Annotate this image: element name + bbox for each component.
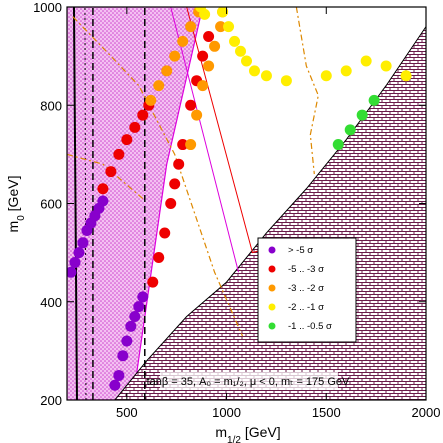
data-point-series-3-8 bbox=[260, 70, 272, 82]
data-point-series-0-15 bbox=[133, 301, 145, 313]
data-point-series-2-8 bbox=[191, 109, 203, 121]
data-point-series-2-12 bbox=[215, 21, 227, 33]
legend-marker-2 bbox=[268, 284, 276, 292]
data-point-series-2-1 bbox=[153, 80, 165, 92]
data-point-series-3-9 bbox=[280, 75, 292, 87]
data-point-series-1-7 bbox=[147, 276, 159, 288]
data-point-series-3-11 bbox=[340, 65, 352, 77]
legend-label-3: -2 .. -1 σ bbox=[288, 302, 324, 313]
data-point-series-1-11 bbox=[169, 178, 181, 190]
data-point-series-1-16 bbox=[197, 50, 209, 62]
y-tick-label-400: 400 bbox=[40, 295, 62, 310]
data-point-series-4-0 bbox=[332, 139, 344, 151]
data-point-series-2-3 bbox=[169, 50, 181, 62]
data-point-series-1-0 bbox=[97, 183, 109, 195]
data-point-series-1-17 bbox=[203, 30, 215, 42]
excluded-magenta-band bbox=[67, 7, 204, 400]
data-point-series-2-10 bbox=[203, 60, 215, 72]
data-point-series-3-1 bbox=[199, 8, 211, 20]
data-point-series-0-9 bbox=[109, 379, 121, 391]
data-point-series-3-13 bbox=[380, 60, 392, 72]
data-point-series-2-4 bbox=[177, 35, 189, 47]
x-tick-label-1500: 1500 bbox=[312, 405, 341, 420]
data-point-series-1-13 bbox=[177, 139, 189, 151]
data-point-series-3-4 bbox=[229, 35, 241, 47]
data-point-series-3-14 bbox=[400, 70, 412, 82]
data-point-series-3-5 bbox=[235, 45, 247, 57]
data-point-series-0-14 bbox=[129, 310, 141, 322]
data-point-series-4-1 bbox=[344, 124, 356, 136]
data-point-series-2-11 bbox=[209, 40, 221, 52]
annotation-background bbox=[160, 372, 338, 390]
orange-contour-mid bbox=[67, 153, 144, 200]
data-point-series-2-2 bbox=[161, 65, 173, 77]
data-point-series-3-10 bbox=[320, 70, 332, 82]
data-point-series-0-1 bbox=[69, 256, 81, 268]
data-point-series-1-3 bbox=[121, 134, 133, 146]
data-point-series-2-5 bbox=[185, 21, 197, 33]
legend-label-1: -5 .. -3 σ bbox=[288, 264, 324, 275]
data-point-series-4-3 bbox=[368, 94, 380, 106]
data-point-series-1-4 bbox=[129, 121, 141, 133]
data-point-series-1-2 bbox=[113, 148, 125, 160]
data-point-series-1-9 bbox=[159, 227, 171, 239]
legend-marker-4 bbox=[268, 322, 276, 330]
orange-contour-right bbox=[295, 7, 319, 175]
legend-label-2: -3 .. -2 σ bbox=[288, 283, 324, 294]
data-point-series-4-2 bbox=[356, 109, 368, 121]
y-tick-label-1000: 1000 bbox=[33, 0, 62, 15]
x-axis-label: m1/2 [GeV] bbox=[215, 424, 280, 443]
data-point-series-2-0 bbox=[145, 94, 157, 106]
legend-marker-0 bbox=[268, 246, 276, 254]
data-point-series-3-7 bbox=[248, 65, 260, 77]
data-points bbox=[67, 7, 412, 391]
data-point-series-0-16 bbox=[137, 291, 149, 303]
data-point-series-0-11 bbox=[117, 350, 129, 362]
data-point-series-1-10 bbox=[165, 198, 177, 209]
data-point-series-3-3 bbox=[223, 21, 235, 33]
data-point-series-1-1 bbox=[105, 166, 117, 178]
legend-label-4: -1 .. -0.5 σ bbox=[288, 321, 332, 332]
y-tick-label-600: 600 bbox=[40, 197, 62, 212]
parameter-annotation: tanβ = 35, A₀ = m₁/₂, μ < 0, mₜ = 175 Ge… bbox=[147, 376, 350, 388]
legend-label-0: > -5 σ bbox=[288, 245, 313, 256]
data-point-series-0-2 bbox=[73, 247, 85, 259]
x-tick-label-1000: 1000 bbox=[212, 405, 241, 420]
data-point-series-0-8 bbox=[97, 195, 109, 207]
plot-area bbox=[67, 7, 426, 400]
axes: 500 1000 1500 2000 200 400 600 800 1000 m1/2 [GeV… bbox=[5, 0, 440, 443]
data-point-series-3-2 bbox=[217, 7, 229, 18]
data-point-series-0-0 bbox=[67, 266, 77, 278]
data-point-series-1-12 bbox=[173, 158, 185, 170]
data-point-series-0-10 bbox=[113, 369, 125, 381]
data-point-series-1-8 bbox=[153, 252, 165, 264]
legend-marker-1 bbox=[268, 265, 276, 273]
data-point-series-0-13 bbox=[125, 320, 137, 332]
y-axis-label: m0 [GeV] bbox=[5, 176, 27, 233]
solid-contour bbox=[72, 7, 78, 400]
data-point-series-3-12 bbox=[360, 55, 372, 67]
data-point-series-0-12 bbox=[121, 335, 133, 347]
legend-marker-3 bbox=[268, 303, 276, 311]
data-point-series-3-6 bbox=[241, 55, 252, 67]
dotted-contour bbox=[84, 7, 87, 400]
data-point-series-2-9 bbox=[197, 80, 209, 92]
data-point-series-1-14 bbox=[185, 99, 197, 111]
data-point-series-0-3 bbox=[77, 237, 89, 249]
legend: > -5 σ -5 .. -3 σ -3 .. -2 σ -2 .. -1 σ -1 .… bbox=[257, 237, 357, 343]
x-tick-label-2000: 2000 bbox=[412, 405, 441, 420]
y-tick-label-800: 800 bbox=[40, 98, 62, 113]
x-tick-label-500: 500 bbox=[116, 405, 138, 420]
data-point-series-2-7 bbox=[185, 139, 197, 151]
y-tick-label-200: 200 bbox=[40, 393, 62, 408]
magenta-edge-line bbox=[170, 7, 240, 273]
orange-contour-left bbox=[72, 16, 244, 337]
data-point-series-1-5 bbox=[137, 109, 149, 121]
